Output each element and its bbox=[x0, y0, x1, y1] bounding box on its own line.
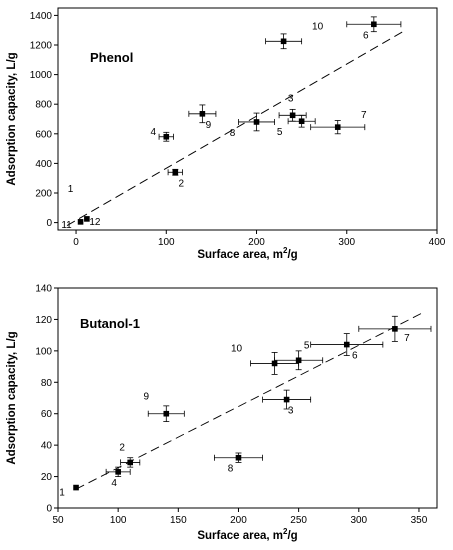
point-label: 12 bbox=[89, 217, 101, 228]
y-tick-label: 1400 bbox=[30, 11, 53, 22]
point-label: 8 bbox=[228, 464, 234, 475]
axis-ticks: 0 100 200 300 400 0 200 400 600 800 1000 1200 1400 bbox=[30, 11, 446, 248]
point-label: 8 bbox=[230, 128, 236, 139]
data-point bbox=[392, 326, 398, 332]
x-axis-label: Surface area, m2/g bbox=[197, 527, 297, 542]
x-tick-label: 150 bbox=[170, 515, 187, 526]
x-tick-label: 300 bbox=[350, 515, 367, 526]
point-label: 7 bbox=[361, 110, 367, 121]
fit-line bbox=[75, 311, 426, 490]
data-points: 1 2 3 4 5 6 7 8 9 10 bbox=[59, 315, 432, 499]
data-point bbox=[343, 341, 350, 348]
y-tick-label: 140 bbox=[35, 284, 52, 295]
point-label: 3 bbox=[288, 93, 294, 104]
y-tick-label: 600 bbox=[35, 129, 52, 140]
y-tick-label: 80 bbox=[41, 378, 53, 389]
data-point bbox=[334, 124, 341, 130]
point-label: 4 bbox=[111, 478, 117, 489]
y-axis-label: Adsorption capacity, L/g bbox=[6, 331, 18, 464]
plot-frame bbox=[57, 287, 438, 509]
chart-title: Phenol bbox=[90, 50, 133, 65]
x-tick-label: 200 bbox=[230, 515, 247, 526]
chart-panel-butanol: 50 100 150 200 250 300 350 0 20 40 60 80 100 120 140 1… bbox=[6, 284, 438, 542]
point-label: 10 bbox=[231, 343, 243, 354]
axis-ticks: 50 100 150 200 250 300 350 0 20 40 60 80 100 120 140 bbox=[35, 284, 427, 527]
x-tick-label: 50 bbox=[52, 515, 64, 526]
y-tick-label: 1000 bbox=[30, 70, 53, 81]
x-tick-label: 250 bbox=[290, 515, 307, 526]
point-label: 9 bbox=[206, 120, 212, 131]
chart-title: Butanol-1 bbox=[80, 316, 140, 331]
point-label: 1 bbox=[68, 184, 74, 195]
point-label: 3 bbox=[288, 406, 294, 417]
data-point bbox=[280, 38, 287, 45]
fit-line-segment bbox=[66, 29, 406, 226]
point-label: 9 bbox=[144, 392, 150, 403]
data-point bbox=[172, 169, 179, 176]
x-tick-label: 200 bbox=[248, 237, 265, 248]
data-point bbox=[77, 219, 84, 225]
y-tick-label: 200 bbox=[35, 189, 52, 200]
data-point bbox=[163, 133, 170, 140]
y-tick-label: 1200 bbox=[30, 41, 53, 52]
x-tick-label: 300 bbox=[338, 237, 355, 248]
data-point bbox=[271, 360, 278, 367]
y-tick-label: 0 bbox=[46, 504, 52, 515]
x-tick-label: 100 bbox=[110, 515, 127, 526]
data-point bbox=[73, 484, 79, 491]
data-point bbox=[199, 111, 206, 117]
y-tick-label: 0 bbox=[46, 218, 52, 229]
y-tick-label: 120 bbox=[35, 315, 52, 326]
fit-line bbox=[66, 29, 406, 226]
y-axis-label: Adsorption capacity, L/g bbox=[6, 52, 18, 185]
y-tick-label: 40 bbox=[41, 441, 53, 452]
data-point bbox=[253, 119, 260, 125]
data-point bbox=[371, 21, 377, 28]
point-label: 2 bbox=[179, 178, 185, 189]
y-tick-label: 800 bbox=[35, 100, 52, 111]
chart-panel-phenol: 0 100 200 300 400 0 200 400 600 800 1000 1200 1400 1… bbox=[6, 7, 446, 261]
y-tick-label: 400 bbox=[35, 159, 52, 170]
data-point bbox=[295, 357, 302, 364]
point-label: 10 bbox=[312, 21, 324, 32]
point-label: 5 bbox=[277, 127, 283, 138]
data-point bbox=[84, 216, 90, 222]
x-tick-label: 400 bbox=[429, 237, 446, 248]
point-label: 6 bbox=[352, 351, 358, 362]
point-label: 7 bbox=[404, 333, 410, 344]
fit-line-segment bbox=[75, 311, 426, 490]
data-point bbox=[163, 410, 170, 417]
point-label: 5 bbox=[304, 340, 310, 351]
x-tick-label: 0 bbox=[73, 237, 79, 248]
y-tick-label: 20 bbox=[41, 472, 53, 483]
y-tick-label: 60 bbox=[41, 409, 53, 420]
point-label: 2 bbox=[119, 442, 125, 453]
point-label: 1 bbox=[59, 488, 65, 499]
data-point bbox=[127, 459, 133, 466]
plot-frame bbox=[57, 7, 438, 231]
x-tick-label: 100 bbox=[158, 237, 175, 248]
data-point bbox=[115, 469, 121, 475]
data-point bbox=[298, 118, 305, 125]
point-label: 6 bbox=[363, 30, 369, 41]
point-label: 4 bbox=[151, 127, 157, 138]
x-tick-label: 350 bbox=[411, 515, 428, 526]
data-point bbox=[289, 112, 296, 119]
y-tick-label: 100 bbox=[35, 346, 52, 357]
x-axis-label: Surface area, m2/g bbox=[197, 246, 297, 261]
point-label: 11 bbox=[61, 220, 72, 231]
data-point bbox=[235, 454, 242, 461]
data-point bbox=[283, 396, 290, 403]
